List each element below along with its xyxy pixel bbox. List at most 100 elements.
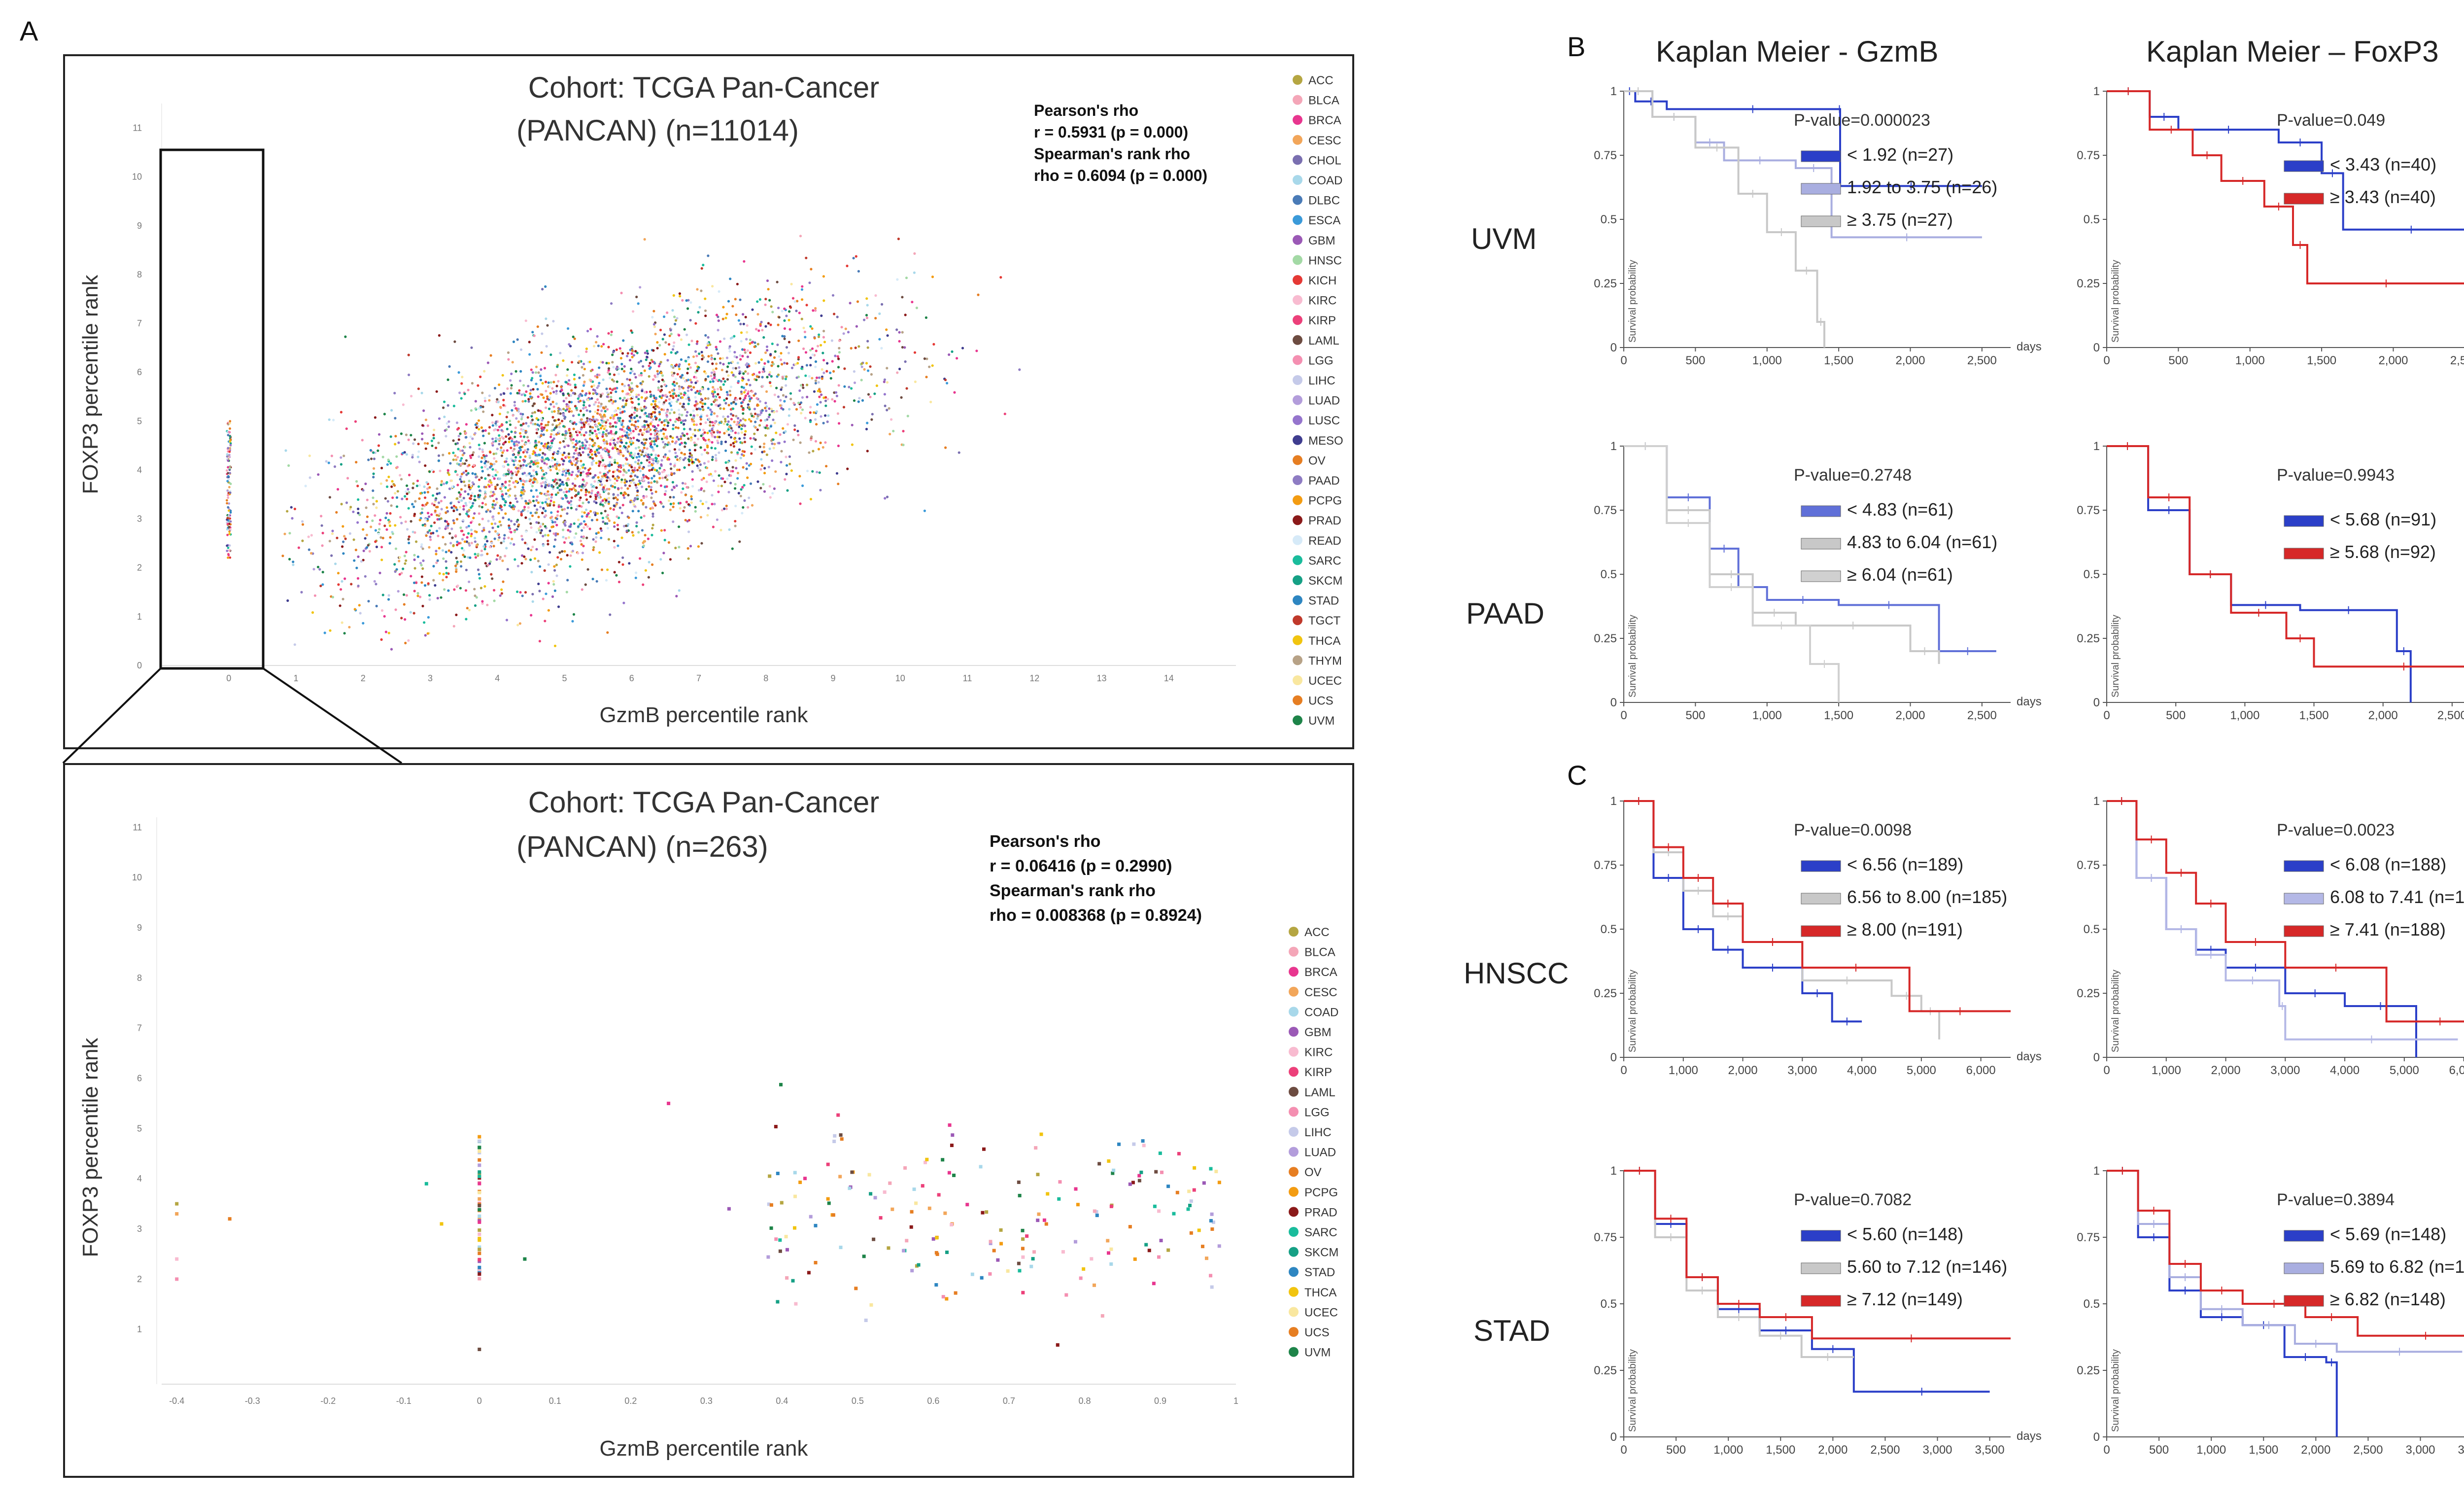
scatter-point: [478, 1197, 481, 1201]
scatter-point: [668, 450, 671, 453]
scatter-point: [336, 536, 339, 539]
scatter-point: [654, 396, 657, 399]
scatter-point: [738, 540, 741, 543]
scatter-point: [605, 516, 608, 519]
scatter-point: [468, 480, 471, 483]
y-tick-label: 7: [137, 318, 142, 328]
scatter-point: [426, 442, 429, 445]
scatter-point: [1175, 1190, 1179, 1194]
scatter-point: [848, 385, 851, 388]
scatter-point: [373, 457, 376, 460]
scatter-point: [609, 461, 612, 464]
scatter-point: [431, 469, 434, 472]
scatter-point: [751, 341, 753, 344]
scatter-point: [436, 492, 439, 495]
scatter-top-frame: [63, 54, 1354, 749]
scatter-point: [545, 317, 548, 320]
legend-marker: [1293, 495, 1302, 505]
scatter-point: [544, 381, 548, 384]
scatter-point: [472, 451, 475, 454]
scatter-point: [535, 428, 538, 431]
scatter-point: [761, 329, 764, 332]
scatter-point: [861, 399, 864, 402]
scatter-point: [595, 341, 598, 344]
scatter-point: [539, 565, 542, 568]
scatter-point: [771, 361, 774, 364]
scatter-point: [227, 553, 230, 556]
scatter-point: [612, 350, 615, 353]
scatter-point: [761, 370, 764, 373]
scatter-point: [513, 530, 516, 533]
scatter-point: [667, 541, 670, 544]
scatter-point: [342, 525, 344, 528]
scatter-point: [308, 454, 311, 457]
scatter-point: [527, 502, 530, 505]
scatter-point: [947, 1171, 951, 1175]
scatter-point: [815, 423, 818, 426]
scatter-point: [632, 454, 635, 457]
scatter-point: [434, 584, 437, 587]
scatter-point: [779, 433, 782, 436]
scatter-point: [595, 461, 598, 464]
scatter-point: [541, 393, 544, 396]
scatter-point: [420, 391, 423, 394]
scatter-point: [647, 464, 650, 467]
scatter-point: [759, 468, 762, 471]
scatter-point: [784, 430, 787, 433]
scatter-point: [510, 531, 513, 534]
scatter-point: [759, 419, 762, 422]
scatter-point: [652, 378, 655, 381]
scatter-point: [573, 459, 576, 462]
scatter-point: [478, 1182, 481, 1186]
x-axis-label: GzmB percentile rank: [599, 703, 808, 727]
scatter-point: [607, 362, 610, 365]
scatter-point: [560, 457, 563, 460]
scatter-point: [599, 395, 602, 398]
scatter-point: [657, 388, 660, 391]
scatter-point: [612, 497, 615, 500]
scatter-point: [660, 529, 663, 532]
scatter-point: [517, 420, 520, 423]
scatter-point: [1003, 413, 1006, 416]
scatter-point: [586, 417, 589, 420]
scatter-point: [484, 503, 487, 506]
scatter-point: [843, 367, 846, 370]
scatter-point: [648, 461, 651, 464]
scatter-point: [531, 419, 534, 421]
scatter-point: [437, 441, 440, 445]
scatter-point: [735, 467, 738, 470]
x-tick-label: -0.4: [169, 1396, 184, 1406]
scatter-point: [595, 433, 598, 436]
scatter-point: [669, 329, 672, 332]
scatter-point: [793, 1226, 797, 1230]
scatter-point: [1209, 1274, 1213, 1278]
scatter-point: [478, 1228, 481, 1232]
scatter-point: [814, 1223, 818, 1227]
scatter-point: [343, 632, 346, 635]
scatter-point: [591, 431, 594, 435]
scatter-point: [701, 502, 704, 505]
scatter-point: [498, 383, 501, 386]
scatter-point: [310, 534, 313, 537]
scatter-point: [480, 460, 483, 463]
scatter-point: [935, 1236, 939, 1240]
scatter-point: [574, 405, 577, 408]
scatter-point: [519, 449, 522, 452]
scatter-point: [601, 517, 604, 520]
scatter-point: [175, 1277, 179, 1281]
scatter-point: [720, 509, 723, 512]
scatter-point: [421, 432, 424, 435]
scatter-point: [758, 298, 761, 301]
scatter-point: [452, 544, 455, 547]
scatter-point: [804, 336, 807, 339]
scatter-point: [509, 501, 512, 504]
stats-line: Spearman's rank rho: [1034, 145, 1190, 163]
scatter-point: [655, 445, 658, 448]
scatter-point: [430, 532, 433, 535]
scatter-point: [478, 1232, 481, 1236]
scatter-point: [622, 474, 625, 477]
scatter-point: [628, 386, 631, 389]
scatter-point: [706, 414, 709, 418]
scatter-point: [689, 366, 692, 369]
scatter-point: [367, 600, 370, 603]
